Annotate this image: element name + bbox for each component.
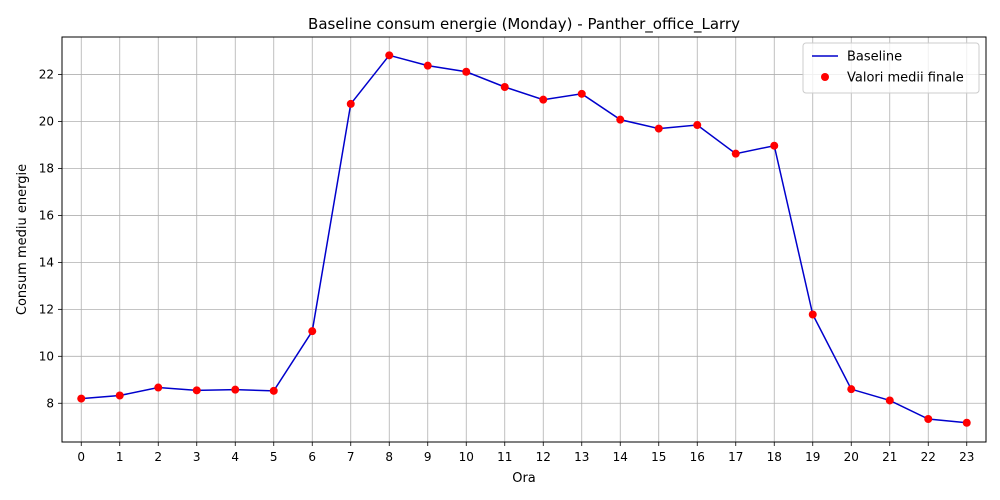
x-tick-label: 18 [767, 450, 782, 464]
y-tick-label: 22 [39, 68, 54, 82]
baseline-line [81, 54, 967, 424]
data-point [192, 386, 201, 395]
y-tick-label: 20 [39, 115, 54, 129]
data-point [154, 383, 163, 392]
y-axis-ticks: 8 10 12 14 16 18 20 22 [39, 68, 62, 410]
data-point [962, 418, 971, 427]
x-tick-label: 1 [116, 450, 124, 464]
data-point [808, 310, 817, 319]
data-point [731, 149, 740, 158]
y-tick-label: 14 [39, 255, 54, 269]
x-tick-label: 0 [77, 450, 85, 464]
x-tick-label: 21 [882, 450, 897, 464]
x-tick-label: 9 [424, 450, 432, 464]
x-tick-label: 11 [497, 450, 512, 464]
x-tick-label: 23 [959, 450, 974, 464]
series-layer [77, 51, 971, 427]
data-point [539, 95, 548, 104]
x-tick-label: 4 [231, 450, 239, 464]
x-axis-label: Ora [512, 471, 536, 486]
x-tick-label: 20 [844, 450, 859, 464]
x-tick-label: 14 [613, 450, 628, 464]
chart-title: Baseline consum energie (Monday) - Panth… [308, 15, 740, 34]
data-point [500, 83, 509, 92]
legend-dot-swatch [821, 73, 829, 81]
x-tick-label: 15 [651, 450, 666, 464]
data-point [616, 115, 625, 124]
data-point [115, 391, 124, 400]
y-tick-label: 10 [39, 349, 54, 363]
legend-label-baseline: Baseline [847, 50, 902, 65]
x-tick-label: 13 [574, 450, 589, 464]
y-tick-label: 8 [46, 396, 54, 410]
data-point [308, 327, 317, 336]
data-point [654, 124, 663, 133]
data-point [693, 121, 702, 130]
legend-label-valori-medii: Valori medii finale [847, 71, 964, 86]
data-point [269, 386, 278, 395]
x-tick-label: 6 [308, 450, 316, 464]
data-point [385, 51, 394, 60]
plot-frame [61, 36, 987, 443]
data-point [847, 385, 856, 394]
y-axis-label: Consum mediu energie [15, 164, 30, 315]
data-point [770, 141, 779, 150]
x-axis-ticks: 0 1 2 3 4 5 6 7 8 9 10 11 12 13 14 15 16 17 18 19 20 21 22 23 [77, 442, 974, 464]
x-tick-label: 8 [385, 450, 393, 464]
data-point [462, 67, 471, 76]
x-tick-label: 17 [728, 450, 743, 464]
y-tick-label: 16 [39, 208, 54, 222]
x-tick-label: 22 [921, 450, 936, 464]
x-tick-label: 5 [270, 450, 278, 464]
x-tick-label: 10 [459, 450, 474, 464]
data-point [924, 414, 933, 423]
x-tick-label: 19 [805, 450, 820, 464]
data-point [346, 99, 355, 108]
x-tick-label: 3 [193, 450, 201, 464]
legend: Baseline Valori medii finale [802, 42, 980, 94]
y-tick-label: 12 [39, 302, 54, 316]
legend-box [802, 42, 980, 94]
data-point [77, 394, 86, 403]
grid [62, 37, 986, 442]
data-point [577, 89, 586, 98]
x-tick-label: 2 [154, 450, 162, 464]
data-point [885, 396, 894, 405]
y-tick-label: 18 [39, 161, 54, 175]
x-tick-label: 16 [690, 450, 705, 464]
data-point [231, 385, 240, 394]
x-tick-label: 12 [536, 450, 551, 464]
data-point [423, 61, 432, 70]
x-tick-label: 7 [347, 450, 355, 464]
